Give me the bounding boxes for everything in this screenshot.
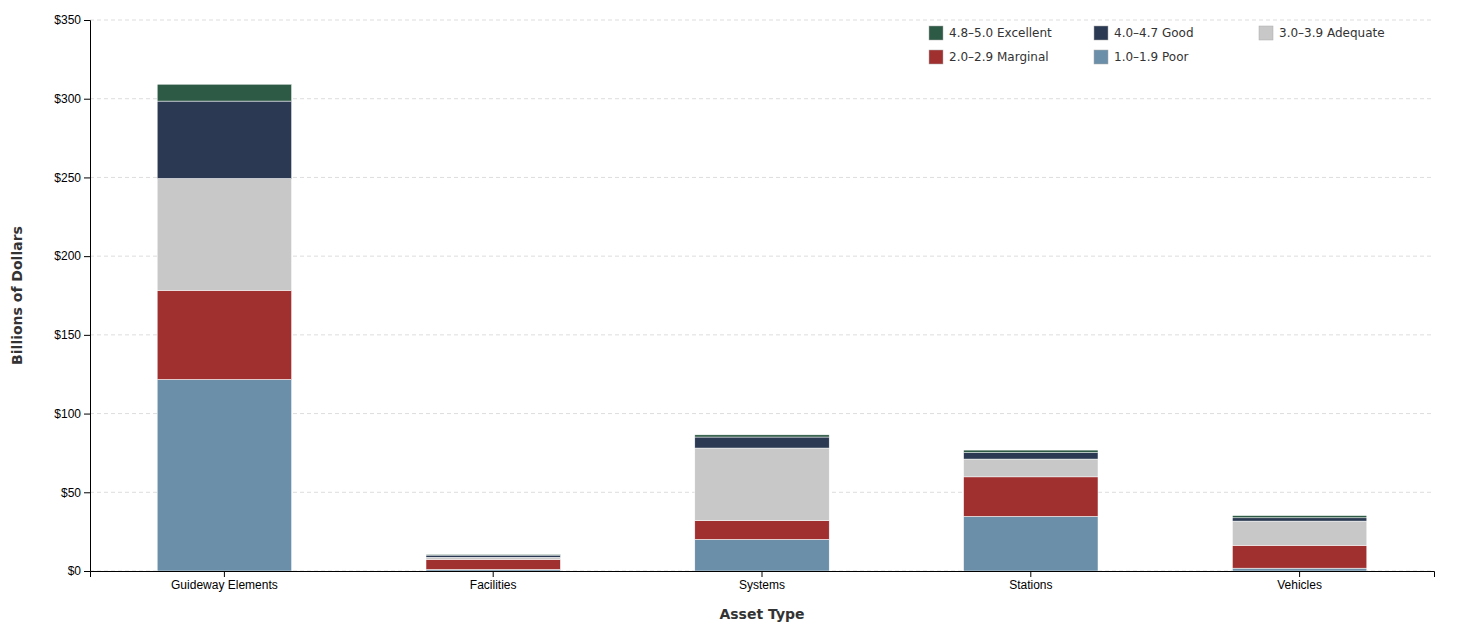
legend-label: 3.0–3.9 Adequate (1279, 26, 1385, 40)
legend-item: 1.0–1.9 Poor (1094, 50, 1188, 64)
bar (695, 435, 829, 437)
bar (1232, 545, 1366, 568)
tick-label: $150 (54, 328, 81, 342)
legend-swatch (929, 50, 943, 64)
bar (964, 516, 1098, 571)
tick-mark (84, 177, 90, 178)
legend-label: 1.0–1.9 Poor (1114, 50, 1188, 64)
tick: $250 (54, 171, 90, 185)
legend-label: 4.0–4.7 Good (1114, 26, 1194, 40)
legend-item: 4.8–5.0 Excellent (929, 26, 1052, 40)
bar (1232, 521, 1366, 545)
bar (157, 101, 291, 178)
series (157, 84, 1367, 555)
tick-mark (84, 414, 90, 415)
bar (964, 450, 1098, 453)
legend-label: 4.8–5.0 Excellent (949, 26, 1052, 40)
bar (695, 539, 829, 571)
tick-label: Guideway Elements (171, 578, 278, 592)
tick: Stations (1009, 571, 1052, 592)
tick-mark (84, 20, 90, 21)
tick-mark (493, 571, 494, 577)
tick-label: Stations (1009, 578, 1052, 592)
legend-swatch (1094, 50, 1108, 64)
grid (90, 20, 1434, 571)
chart: $0 $50 $100 $150 $200 $250 $300 $350 Guideway El… (0, 0, 1464, 635)
tick-label: $200 (54, 249, 81, 263)
bars (157, 84, 1367, 571)
tick: $200 (54, 249, 90, 263)
plot-area: $0 $50 $100 $150 $200 $250 $300 $350 Guideway El… (54, 13, 1434, 591)
tick-label: Vehicles (1277, 578, 1322, 592)
tick-mark (84, 335, 90, 336)
bar (157, 179, 291, 291)
tick-mark (762, 571, 763, 577)
bar (157, 84, 291, 101)
tick-mark (84, 492, 90, 493)
x-axis-title: Asset Type (719, 606, 804, 622)
tick: $0 (68, 564, 90, 578)
tick: $150 (54, 328, 90, 342)
bar (695, 437, 829, 448)
tick-label: $250 (54, 171, 81, 185)
tick-label: $0 (68, 564, 82, 578)
tick: Systems (739, 571, 785, 592)
series (157, 179, 1367, 560)
bar (964, 477, 1098, 517)
tick: Guideway Elements (171, 571, 278, 592)
y-axis-title: Billions of Dollars (9, 226, 25, 365)
series (157, 379, 1367, 571)
tick: $350 (54, 13, 90, 27)
tick: $50 (61, 486, 90, 500)
legend-label: 2.0–2.9 Marginal (949, 50, 1049, 64)
y-axis: $0 $50 $100 $150 $200 $250 $300 $350 (54, 13, 90, 578)
tick-mark (1299, 571, 1300, 577)
legend-item: 2.0–2.9 Marginal (929, 50, 1049, 64)
legend: 4.8–5.0 Excellent 4.0–4.7 Good 3.0–3.9 Ade… (929, 26, 1385, 64)
series (157, 290, 1367, 569)
tick: $100 (54, 407, 90, 421)
legend-swatch (1259, 26, 1273, 40)
axis-line (84, 21, 91, 572)
tick-label: $350 (54, 13, 81, 27)
bar (426, 557, 560, 559)
legend-swatch (1094, 26, 1108, 40)
tick-label: $100 (54, 407, 81, 421)
series (157, 101, 1367, 557)
tick-mark (84, 99, 90, 100)
bar (1232, 568, 1366, 571)
tick-label: $300 (54, 92, 81, 106)
bar (426, 554, 560, 556)
bar (695, 521, 829, 540)
bar (964, 459, 1098, 477)
bar (426, 555, 560, 557)
tick-label: Facilities (470, 578, 517, 592)
x-axis: Guideway Elements Facilities Systems Statio… (91, 571, 1435, 592)
tick-mark (84, 571, 90, 572)
legend-item: 3.0–3.9 Adequate (1259, 26, 1385, 40)
bar (157, 290, 291, 379)
bar (695, 448, 829, 521)
tick: Vehicles (1277, 571, 1322, 592)
tick-mark (1030, 571, 1031, 577)
tick-label: $50 (61, 486, 81, 500)
axis-line (91, 572, 1435, 578)
bar (157, 379, 291, 571)
legend-swatch (929, 26, 943, 40)
bar (964, 453, 1098, 459)
tick: Facilities (470, 571, 517, 592)
bar (1232, 518, 1366, 521)
legend-item: 4.0–4.7 Good (1094, 26, 1194, 40)
tick-mark (224, 571, 225, 577)
tick-mark (84, 256, 90, 257)
grid-line (90, 20, 1434, 21)
tick: $300 (54, 92, 90, 106)
tick-label: Systems (739, 578, 785, 592)
bar (1232, 516, 1366, 518)
bar (426, 559, 560, 569)
